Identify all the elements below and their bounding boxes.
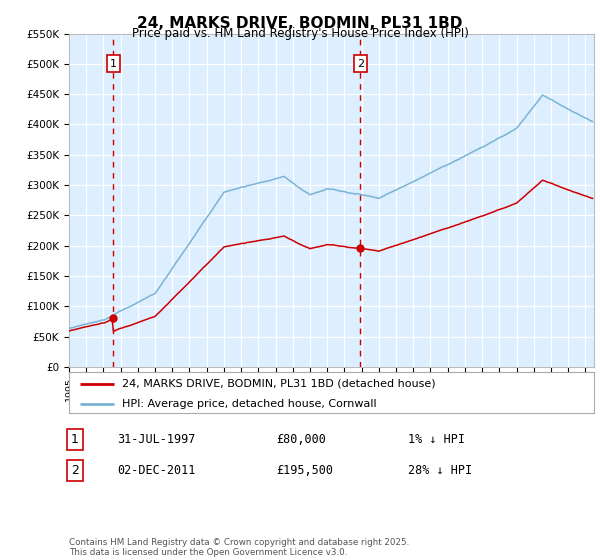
Text: 31-JUL-1997: 31-JUL-1997 [117, 433, 196, 446]
Text: 1% ↓ HPI: 1% ↓ HPI [408, 433, 465, 446]
Text: 2: 2 [356, 59, 364, 68]
Text: £195,500: £195,500 [276, 464, 333, 477]
Text: £80,000: £80,000 [276, 433, 326, 446]
Text: HPI: Average price, detached house, Cornwall: HPI: Average price, detached house, Corn… [121, 399, 376, 409]
Text: Contains HM Land Registry data © Crown copyright and database right 2025.
This d: Contains HM Land Registry data © Crown c… [69, 538, 409, 557]
Text: 24, MARKS DRIVE, BODMIN, PL31 1BD: 24, MARKS DRIVE, BODMIN, PL31 1BD [137, 16, 463, 31]
Text: 02-DEC-2011: 02-DEC-2011 [117, 464, 196, 477]
Text: 28% ↓ HPI: 28% ↓ HPI [408, 464, 472, 477]
Text: 2: 2 [71, 464, 79, 477]
Text: 1: 1 [71, 433, 79, 446]
Text: 24, MARKS DRIVE, BODMIN, PL31 1BD (detached house): 24, MARKS DRIVE, BODMIN, PL31 1BD (detac… [121, 379, 435, 389]
Text: Price paid vs. HM Land Registry's House Price Index (HPI): Price paid vs. HM Land Registry's House … [131, 27, 469, 40]
Text: 1: 1 [110, 59, 117, 68]
